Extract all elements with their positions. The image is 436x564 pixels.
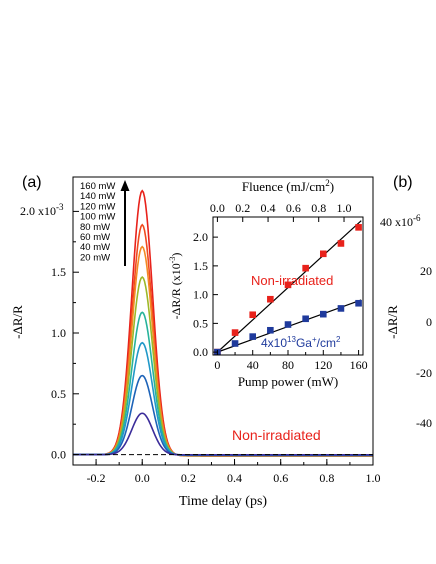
inset-top-tick-label: 0.4 <box>261 201 276 215</box>
panel-a-x-tick-label: -0.2 <box>87 471 106 485</box>
panel-a-x-axis-label: Time delay (ps) <box>179 494 267 509</box>
inset-point <box>355 224 362 231</box>
inset-point <box>231 329 239 336</box>
inset-y-ticks: 0.0 0.5 1.0 1.5 2.0 <box>193 230 218 359</box>
inset-y-tick-label: 0.5 <box>193 316 208 330</box>
inset-x-tick-label: 160 <box>350 358 368 372</box>
panel-b-y-axis-label: -ΔR/R <box>385 305 400 339</box>
legend-entry: 60 mW <box>80 232 110 243</box>
inset-point <box>337 240 345 247</box>
inset-point <box>249 333 257 340</box>
panel-b-y-tick-neg20: -20 <box>416 366 432 380</box>
inset-top-tick-label: 0.0 <box>210 201 225 215</box>
panel-a-x-tick-label: 0.4 <box>227 471 242 485</box>
inset-top-tick-label: 1.0 <box>337 201 352 215</box>
inset-point <box>231 340 239 347</box>
inset-point <box>284 281 292 289</box>
inset-top-axis-label-prefix: Fluence (mJ/cm <box>242 179 325 194</box>
panel-a-x-tick-label: 1.0 <box>366 471 381 485</box>
panel-a-y-top-tick: 2.0 x10-3 <box>20 202 64 218</box>
legend-entry: 140 mW <box>80 191 115 202</box>
panel-a-y-tick-label: 1.0 <box>51 326 66 340</box>
legend-entry: 100 mW <box>80 212 115 223</box>
inset-label-blue-part3: /cm <box>317 336 336 350</box>
inset-label-blue-part2: Ga <box>296 336 312 350</box>
panel-a: (a) -0.2 0.0 0.2 0.4 0.6 0.8 1.0 0.00.51.01.5 … <box>10 174 381 509</box>
inset-point <box>267 295 274 303</box>
panel-b-y-top-tick-exp: -6 <box>413 213 421 223</box>
inset-point <box>319 250 327 258</box>
legend-entry: 40 mW <box>80 242 110 253</box>
panel-a-y-ticks: 0.0 0.5 1.0 1.5 <box>51 210 79 462</box>
inset-top-tick-label: 0.6 <box>286 201 301 215</box>
inset-label-blue-exp2: + <box>312 335 317 344</box>
inset-x-tick-label: 0 <box>214 358 220 372</box>
panel-a-x-tick-label: 0.8 <box>319 471 334 485</box>
inset-top-tick-label: 0.2 <box>235 201 250 215</box>
panel-b-y-tick-20: 20 <box>420 264 432 278</box>
inset-label-blue-exp3: 2 <box>336 335 341 344</box>
inset-top-ticks: 0.0 0.2 0.4 0.6 0.8 1.0 <box>210 201 352 222</box>
inset-x-axis-label: Pump power (mW) <box>238 374 338 389</box>
inset-x-tick-label: 40 <box>247 358 259 372</box>
panel-a-y-tick-label: 0.5 <box>51 387 66 401</box>
inset-y-axis-label-prefix: -ΔR/R (x10 <box>169 263 183 319</box>
inset: 0 40 80 120 160 0.0 0.5 1.0 1.5 2.0 0.0 0.2 0.4 0.6… <box>168 178 368 389</box>
panel-b: (b) 40 x10-6 20 0 -20 -40 -ΔR/R 0 <box>380 174 432 430</box>
legend-entry: 20 mW <box>80 252 110 263</box>
panel-b-label: (b) <box>393 174 413 191</box>
inset-label-red: Non-irradiated <box>251 273 333 288</box>
panel-a-y-axis-label: -ΔR/R <box>10 305 25 339</box>
inset-y-axis-label-exp: -3 <box>168 257 177 264</box>
panel-a-label: (a) <box>22 174 42 191</box>
panel-b-y-tick-0: 0 <box>426 315 432 329</box>
panel-b-y-tick-neg40: -40 <box>416 416 432 430</box>
panel-a-y-tick-label: 0.0 <box>51 448 66 462</box>
inset-top-axis-label: Fluence (mJ/cm2) <box>242 178 334 194</box>
inset-y-axis-label-suffix: ) <box>169 253 183 257</box>
panel-a-x-tick-label: 0.6 <box>273 471 288 485</box>
legend-entry: 80 mW <box>80 222 110 233</box>
inset-top-axis-label-suffix: ) <box>330 179 334 194</box>
panel-a-x-ticks: -0.2 0.0 0.2 0.4 0.6 0.8 1.0 <box>72 459 381 485</box>
inset-point <box>302 264 309 272</box>
inset-top-tick-label: 0.8 <box>311 201 326 215</box>
inset-point <box>267 326 274 334</box>
panel-a-x-tick-label: 0.2 <box>181 471 196 485</box>
panel-b-y-top-tick: 40 x10-6 <box>380 213 421 229</box>
inset-point <box>284 321 292 328</box>
legend-entry: 120 mW <box>80 201 115 212</box>
inset-point <box>355 299 362 307</box>
inset-label-blue: 4x1013Ga+/cm2 <box>261 335 341 350</box>
inset-y-tick-label: 1.0 <box>193 288 208 302</box>
inset-label-blue-exp1: 13 <box>287 335 296 344</box>
panel-a-annotation: Non-irradiated <box>232 427 321 443</box>
inset-y-tick-label: 0.0 <box>193 345 208 359</box>
inset-y-tick-label: 2.0 <box>193 230 208 244</box>
inset-x-ticks: 0 40 80 120 160 <box>214 350 368 372</box>
inset-point <box>319 310 327 318</box>
inset-top-axis-label-exp: 2 <box>325 178 330 188</box>
inset-point <box>337 305 345 312</box>
panel-b-y-top-tick-prefix: 40 x10 <box>380 215 413 229</box>
power-arrow-head <box>120 180 130 191</box>
inset-label-blue-part1: 4x10 <box>261 336 287 350</box>
inset-y-tick-label: 1.5 <box>193 259 208 273</box>
panel-a-y-top-tick-prefix: 2.0 x10 <box>20 204 56 218</box>
inset-x-tick-label: 120 <box>314 358 332 372</box>
inset-point <box>302 315 309 323</box>
panel-a-y-top-tick-exp: -3 <box>56 202 64 212</box>
legend-entry: 160 mW <box>80 181 115 192</box>
panel-a-frame <box>72 176 374 466</box>
inset-y-axis-label: -ΔR/R (x10-3) <box>168 253 183 320</box>
inset-x-tick-label: 80 <box>282 358 294 372</box>
panel-a-x-tick-label: 0.0 <box>135 471 150 485</box>
panel-a-y-tick-label: 1.5 <box>51 265 66 279</box>
inset-point <box>249 311 257 319</box>
